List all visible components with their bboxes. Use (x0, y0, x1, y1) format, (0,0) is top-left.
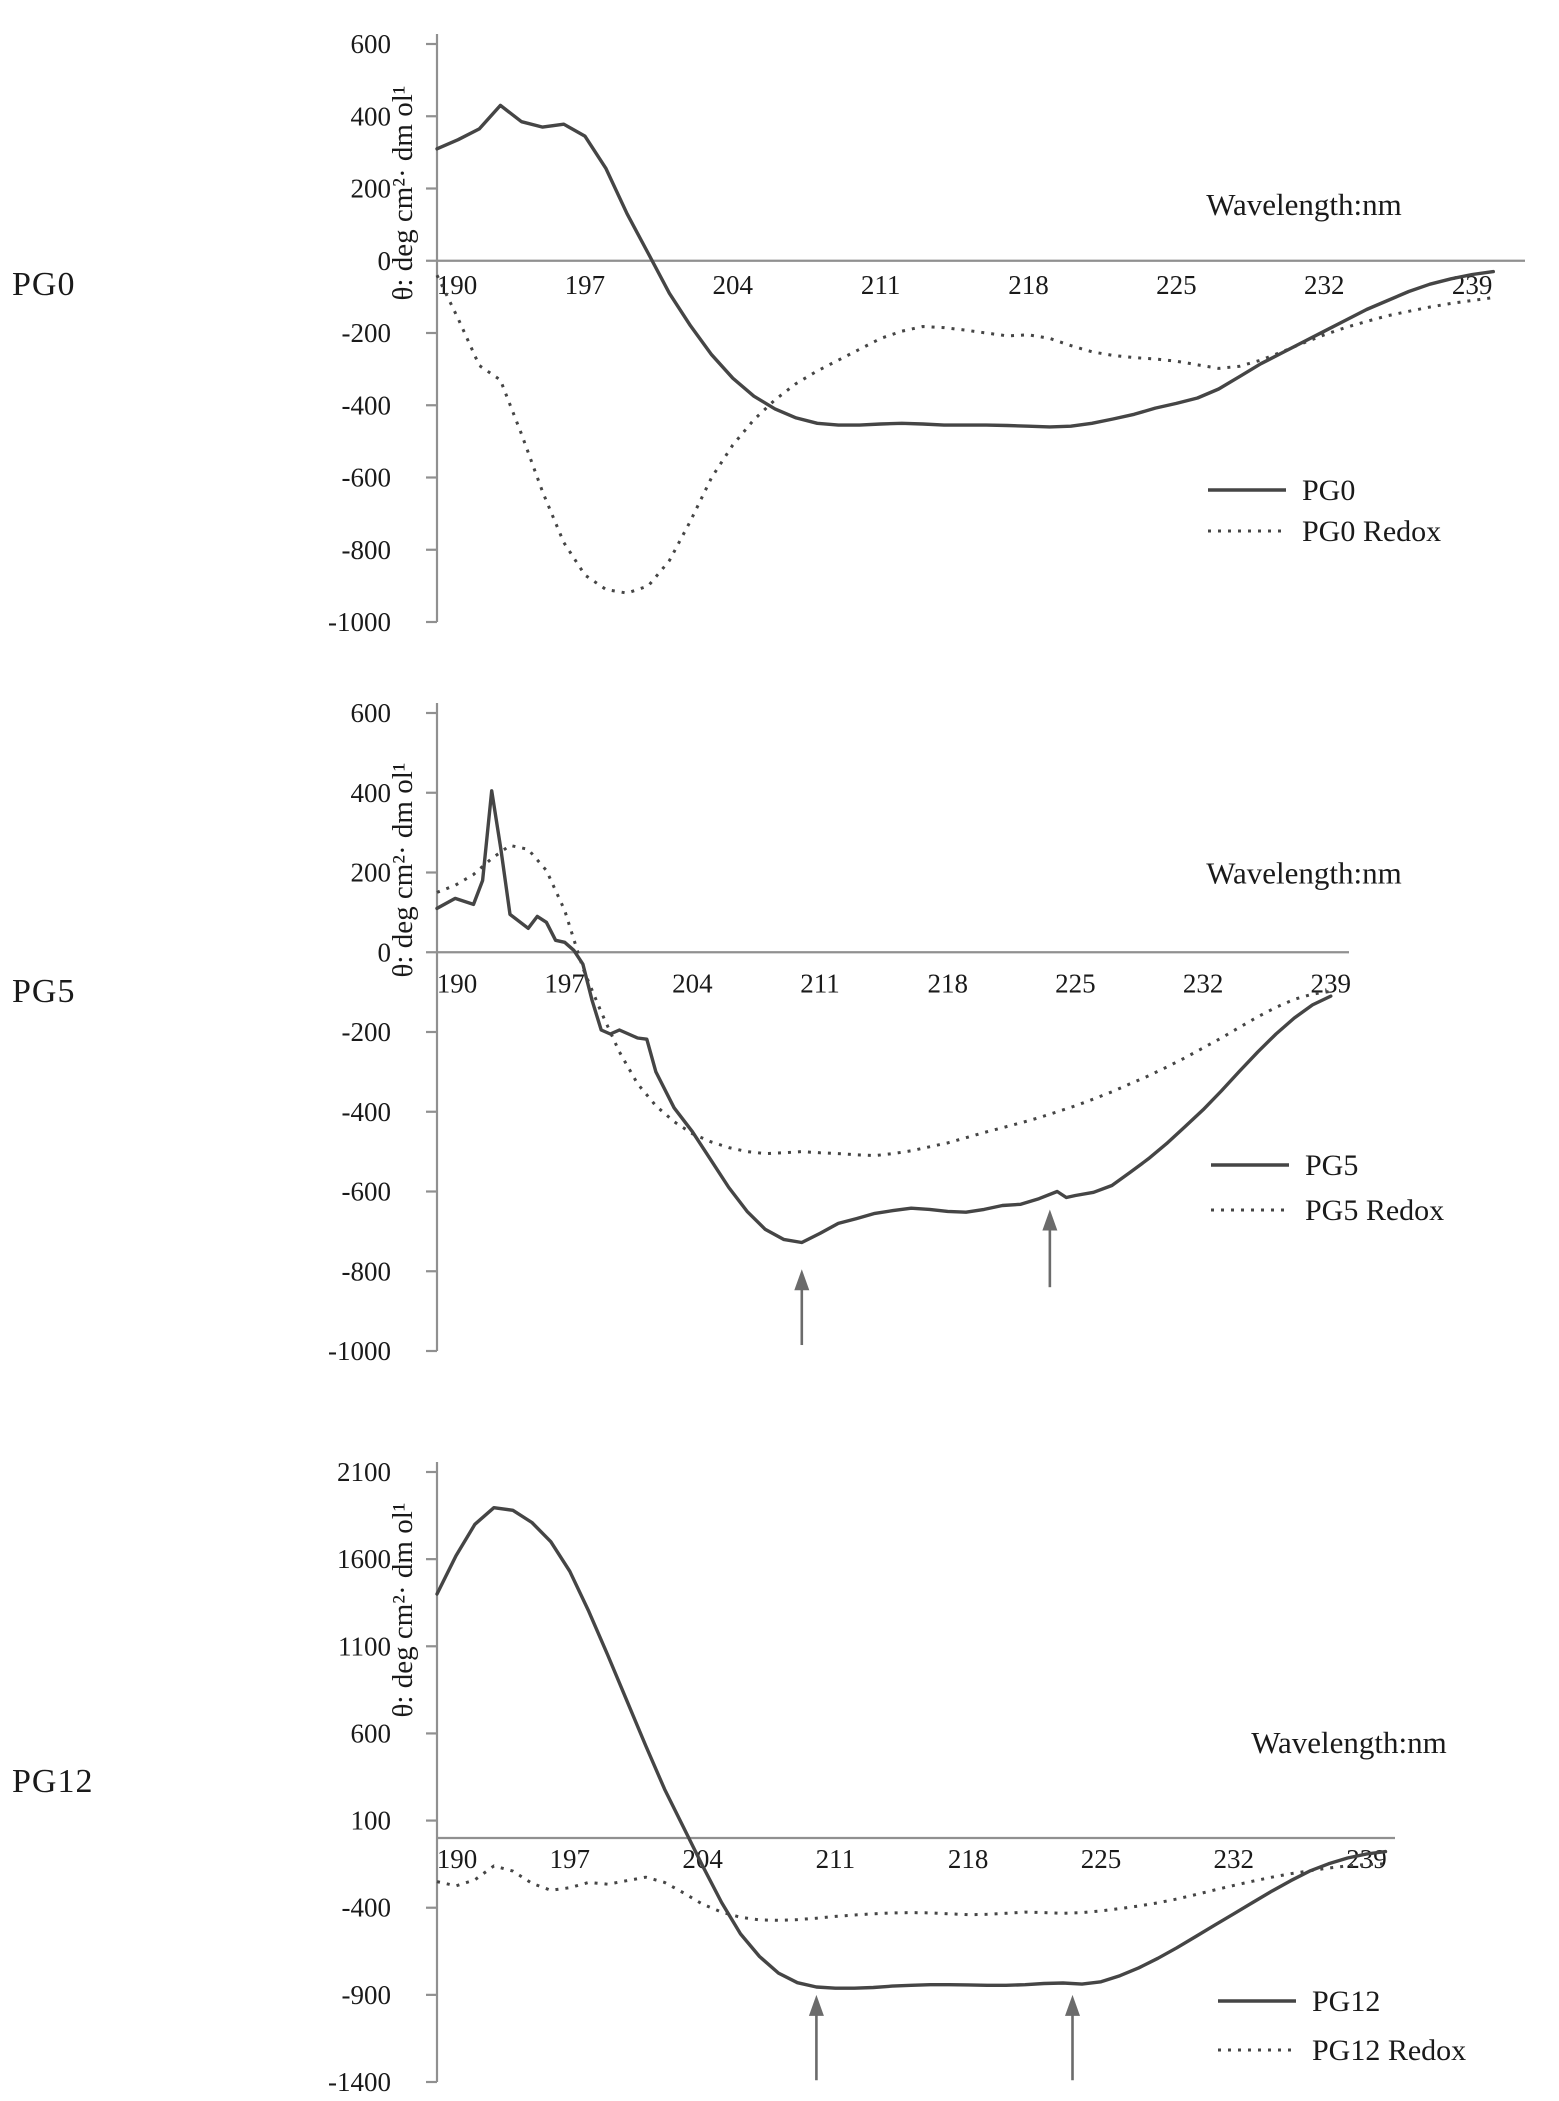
svg-text:600: 600 (351, 29, 392, 59)
svg-text:225: 225 (1156, 270, 1197, 300)
legend-label: PG5 Redox (1305, 1194, 1444, 1227)
svg-text:197: 197 (550, 1844, 591, 1874)
svg-text:400: 400 (351, 101, 392, 131)
x-tick-labels: 190 197 204 211 218 225 232 239 (437, 1844, 1387, 1874)
svg-text:211: 211 (861, 270, 901, 300)
figure-page: PG0 600 400 200 0 -200 -400 -600 -800 -1000 190 19… (0, 8, 1559, 2100)
svg-text:2100: 2100 (337, 1457, 391, 1487)
y-axis-title: θ: deg cm²· dm ol¹ (387, 1503, 419, 1718)
svg-text:200: 200 (351, 858, 392, 888)
legend-label: PG12 Redox (1312, 2034, 1466, 2067)
arrow-annotation (1042, 1209, 1058, 1288)
svg-text:190: 190 (437, 270, 478, 300)
svg-text:204: 204 (713, 270, 754, 300)
y-tick-labels: 600 400 200 0 -200 -400 -600 -800 -1000 (328, 29, 391, 637)
series-pg5-line (435, 789, 1333, 1245)
svg-text:-400: -400 (342, 1893, 392, 1923)
svg-text:218: 218 (948, 1844, 989, 1874)
series-pg5-redox-line (436, 843, 1332, 1158)
y-axis-title: θ: deg cm²· dm ol¹ (387, 763, 419, 978)
row-label-pg5: PG5 (12, 973, 76, 1010)
legend-label: PG5 (1305, 1149, 1358, 1182)
svg-text:400: 400 (351, 778, 392, 808)
svg-text:-800: -800 (342, 535, 392, 565)
svg-text:-400: -400 (342, 390, 392, 420)
x-tick-labels: 190 197 204 211 218 225 232 239 (437, 968, 1351, 998)
legend: PG0 PG0 Redox (1208, 474, 1441, 548)
svg-text:0: 0 (378, 246, 392, 276)
svg-text:600: 600 (351, 1718, 392, 1748)
series-pg0-line (435, 103, 1496, 429)
legend: PG12 PG12 Redox (1218, 1985, 1466, 2067)
svg-text:190: 190 (437, 968, 478, 998)
legend-label: PG12 (1312, 1985, 1380, 2018)
y-axis-title: θ: deg cm²· dm ol¹ (387, 86, 419, 301)
arrow-annotation (808, 1994, 824, 2081)
series-pg12-redox-line (436, 1862, 1386, 1922)
svg-text:-400: -400 (342, 1097, 392, 1127)
svg-text:1100: 1100 (338, 1631, 391, 1661)
svg-text:239: 239 (1346, 1844, 1387, 1874)
legend-label: PG0 (1302, 474, 1355, 507)
panel-pg12: PG12 2100 1600 1100 600 100 -400 -900 -1400 190 1… (0, 1450, 1559, 2100)
y-tick-labels: 2100 1600 1100 600 100 -400 -900 -1400 (328, 1457, 391, 2097)
svg-text:225: 225 (1081, 1844, 1122, 1874)
svg-text:-900: -900 (342, 1980, 392, 2010)
svg-text:218: 218 (927, 968, 968, 998)
panel-pg5: PG5 600 400 200 0 -200 -400 -600 -800 -1000 190 19… (0, 695, 1559, 1380)
svg-text:232: 232 (1183, 968, 1224, 998)
svg-text:-200: -200 (342, 1017, 392, 1047)
svg-text:-1000: -1000 (328, 607, 391, 637)
svg-text:211: 211 (800, 968, 840, 998)
svg-text:200: 200 (351, 174, 392, 204)
row-label-pg12: PG12 (12, 1763, 94, 1800)
y-tick-labels: 600 400 200 0 -200 -400 -600 -800 -1000 (328, 698, 391, 1366)
svg-text:204: 204 (672, 968, 713, 998)
svg-text:-800: -800 (342, 1256, 392, 1286)
axes (426, 1462, 1395, 2084)
svg-text:-200: -200 (342, 318, 392, 348)
svg-text:-1400: -1400 (328, 2067, 391, 2097)
svg-text:211: 211 (816, 1844, 856, 1874)
svg-text:197: 197 (565, 270, 606, 300)
x-axis-title: Wavelength:nm (1251, 1725, 1447, 1760)
svg-text:-1000: -1000 (328, 1336, 391, 1366)
arrow-annotation (794, 1269, 810, 1346)
svg-text:197: 197 (544, 968, 585, 998)
svg-text:600: 600 (351, 698, 392, 728)
svg-text:232: 232 (1214, 1844, 1255, 1874)
arrow-annotation (1065, 1994, 1081, 2081)
axes (426, 34, 1525, 624)
cd-spectrum-chart-pg5: 600 400 200 0 -200 -400 -600 -800 -1000 190 197 204… (328, 698, 1444, 1366)
svg-text:-600: -600 (342, 1177, 392, 1207)
row-label-pg0: PG0 (12, 266, 76, 303)
svg-text:225: 225 (1055, 968, 1096, 998)
svg-text:1600: 1600 (337, 1544, 391, 1574)
svg-text:218: 218 (1008, 270, 1049, 300)
series-pg12-line (435, 1506, 1388, 1990)
svg-text:-600: -600 (342, 463, 392, 493)
svg-text:232: 232 (1304, 270, 1345, 300)
svg-text:100: 100 (351, 1806, 392, 1836)
x-axis-title: Wavelength:nm (1206, 855, 1402, 890)
legend-label: PG0 Redox (1302, 515, 1441, 548)
axes (426, 703, 1349, 1353)
x-axis-title: Wavelength:nm (1206, 187, 1402, 222)
x-tick-labels: 190 197 204 211 218 225 232 239 (437, 270, 1493, 300)
svg-text:0: 0 (378, 937, 392, 967)
series-pg0-redox-line (435, 274, 1494, 595)
cd-spectrum-chart-pg0: 600 400 200 0 -200 -400 -600 -800 -1000 190 197 204… (328, 29, 1525, 637)
panel-pg0: PG0 600 400 200 0 -200 -400 -600 -800 -1000 190 19… (0, 8, 1559, 663)
svg-text:190: 190 (437, 1844, 478, 1874)
legend: PG5 PG5 Redox (1211, 1149, 1444, 1227)
